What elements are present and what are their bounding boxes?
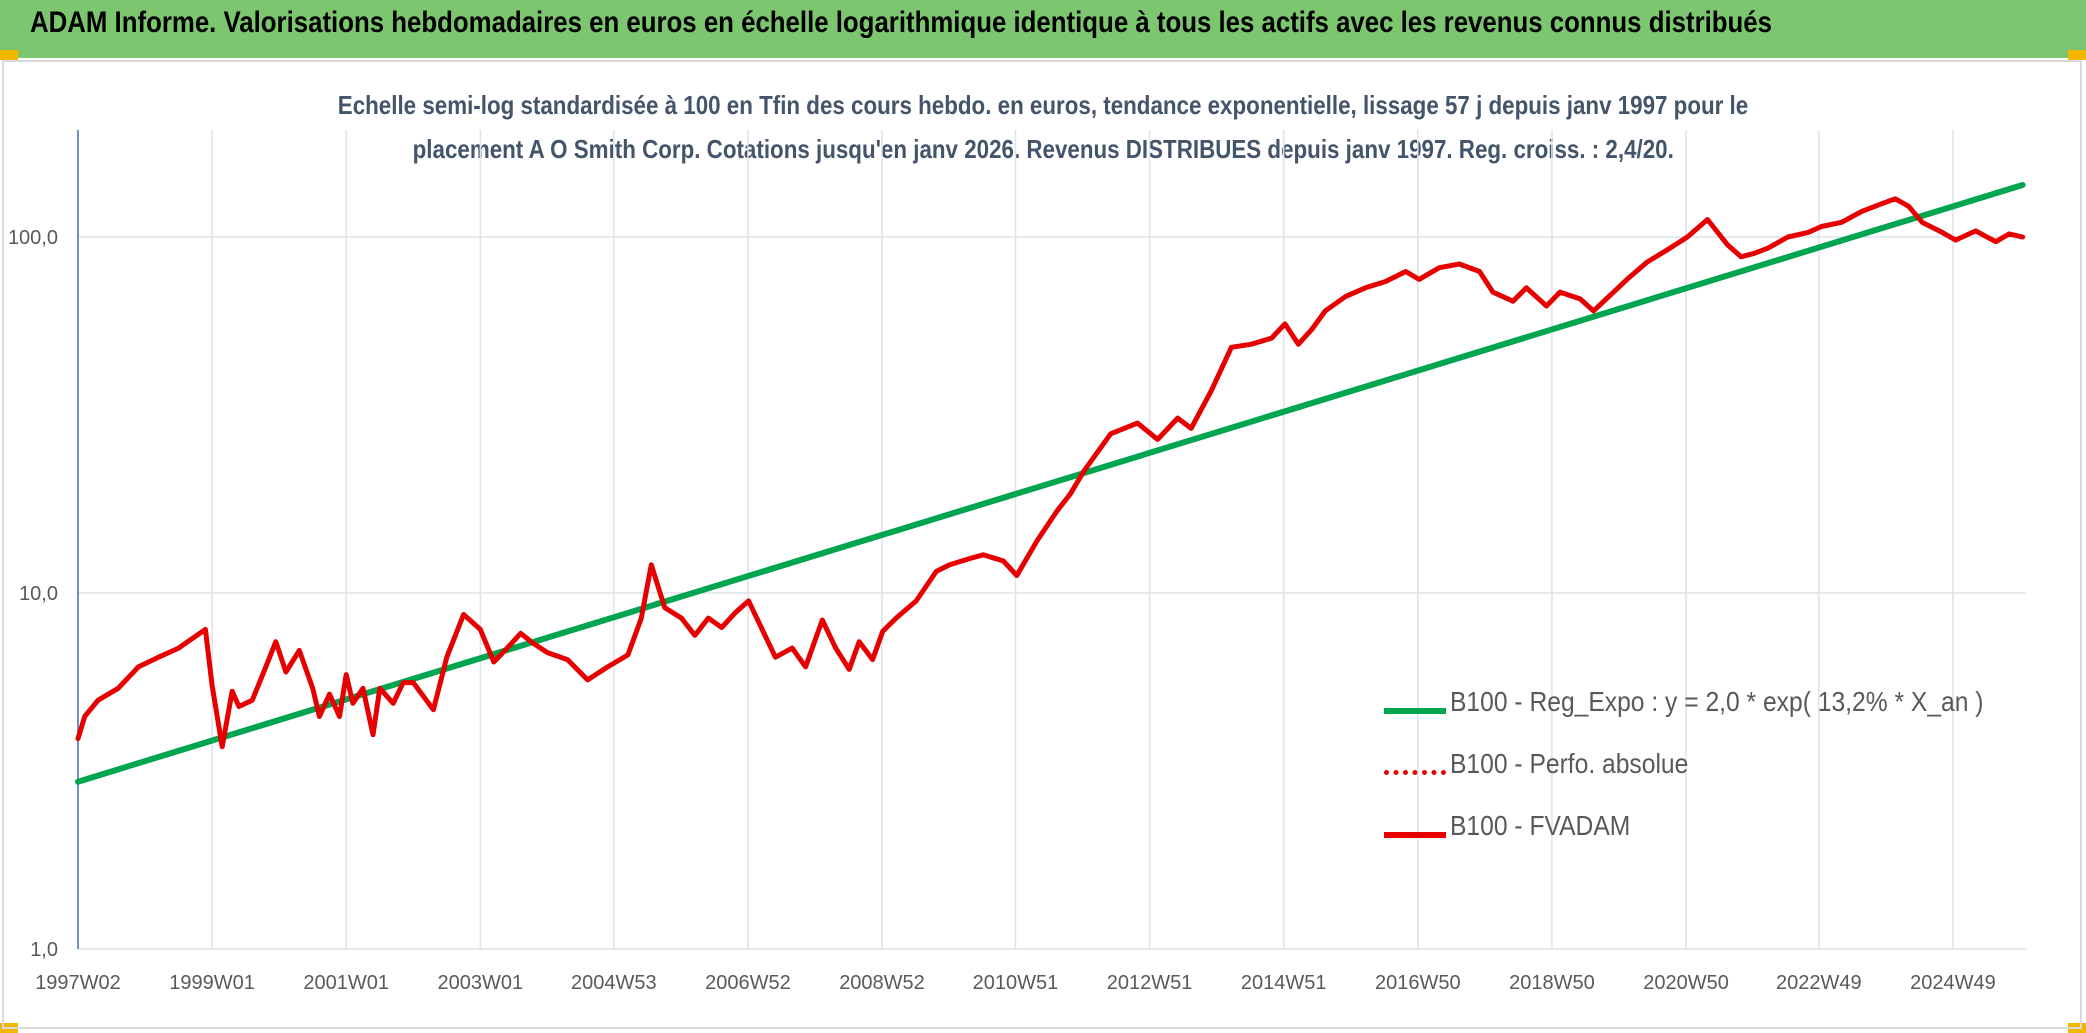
x-tick-label: 2024W49 [1910,972,1996,994]
x-tick-label: 2018W50 [1509,972,1595,994]
chart-title-line-2: placement A O Smith Corp. Cotations jusq… [412,134,1674,164]
x-tick-label: 2016W50 [1375,972,1461,994]
series-line-2 [75,196,2026,750]
x-tick-label: 1997W02 [35,972,121,994]
legend-swatch-fvadam [1384,832,1446,838]
x-tick-label: 2014W51 [1241,972,1327,994]
legend-swatch-perfo-absolue [1384,770,1446,775]
x-tick-label: 2001W01 [303,972,389,994]
legend-swatch-reg-expo [1384,708,1446,714]
x-tick-label: 2008W52 [839,972,925,994]
report-banner: ADAM Informe. Valorisations hebdomadaire… [0,0,2086,58]
x-tick-label: 2012W51 [1107,972,1193,994]
corner-accent-top-left [0,50,18,60]
x-tick-label: 1999W01 [169,972,255,994]
report-title: ADAM Informe. Valorisations hebdomadaire… [30,6,1772,39]
x-tick-label: 2004W53 [571,972,657,994]
x-tick-label: 2003W01 [438,972,524,994]
x-tick-label: 2006W52 [705,972,791,994]
y-tick-label: 100,0 [8,227,58,249]
x-tick-label: 2020W50 [1643,972,1729,994]
x-tick-label: 2010W51 [973,972,1059,994]
chart-title-line-1: Echelle semi-log standardisée à 100 en T… [337,90,1749,120]
legend-label-fvadam: B100 - FVADAM [1450,810,1631,841]
y-tick-label: 1,0 [30,939,58,961]
x-tick-label: 2022W49 [1776,972,1862,994]
y-tick-label: 10,0 [19,583,58,605]
legend-label-reg-expo: B100 - Reg_Expo : y = 2,0 * exp( 13,2% *… [1450,686,1984,717]
legend-label-perfo-absolue: B100 - Perfo. absolue [1450,748,1689,779]
corner-accent-top-right [2068,50,2086,60]
chart-frame [2,60,2082,1029]
